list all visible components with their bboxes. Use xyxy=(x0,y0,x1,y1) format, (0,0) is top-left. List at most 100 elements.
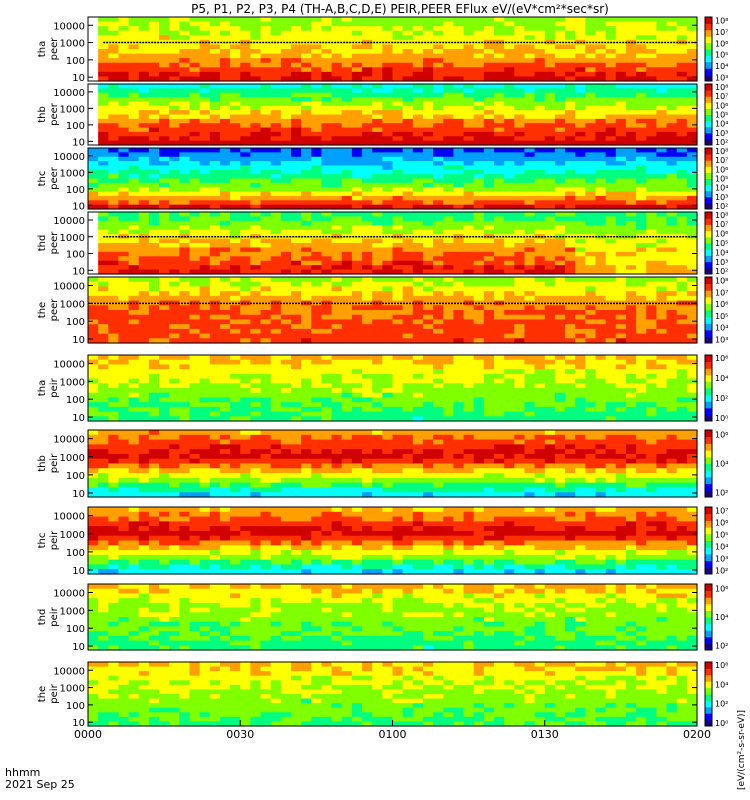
heatmap-cell xyxy=(311,406,323,413)
heatmap-cell xyxy=(301,26,312,32)
heatmap-cell xyxy=(179,338,191,344)
heatmap-cell xyxy=(494,277,505,283)
heatmap-cell xyxy=(128,286,140,292)
heatmap-cell xyxy=(636,238,647,244)
heatmap-cell xyxy=(240,187,251,193)
heatmap-cell xyxy=(189,225,201,231)
heatmap-cell xyxy=(392,397,404,403)
colorbar-tick-label: 10⁷ xyxy=(715,28,728,37)
heatmap-cell xyxy=(301,123,312,129)
heatmap-cell xyxy=(433,265,444,271)
heatmap-cell xyxy=(605,165,617,171)
heatmap-cell xyxy=(463,225,475,231)
heatmap-cell xyxy=(554,319,566,325)
heatmap-cell xyxy=(362,148,373,153)
heatmap-cell xyxy=(341,388,353,394)
heatmap-cell xyxy=(646,152,657,158)
heatmap-cell xyxy=(250,416,262,422)
colorbar-segment xyxy=(705,31,712,34)
heatmap-cell xyxy=(666,328,678,335)
heatmap-cell xyxy=(179,269,191,275)
heatmap-cell xyxy=(676,204,688,210)
heatmap-cell xyxy=(656,71,668,78)
heatmap-cell xyxy=(169,324,180,330)
heatmap-cell xyxy=(341,216,353,222)
heatmap-cell xyxy=(392,71,404,78)
heatmap-cell xyxy=(209,44,221,50)
heatmap-cell xyxy=(412,256,424,262)
heatmap-cell xyxy=(392,212,404,218)
heatmap-cell xyxy=(291,355,302,361)
heatmap-cell xyxy=(656,152,668,158)
heatmap-cell xyxy=(179,260,191,266)
heatmap-cell xyxy=(362,369,373,375)
heatmap-cell xyxy=(433,324,444,330)
heatmap-cell xyxy=(565,67,576,73)
heatmap-cell xyxy=(270,161,282,167)
heatmap-cell xyxy=(280,378,292,384)
heatmap-cell xyxy=(382,114,394,120)
heatmap-cell xyxy=(138,310,150,316)
heatmap-cell xyxy=(250,114,262,120)
heatmap-cell xyxy=(250,127,262,133)
heatmap-cell xyxy=(240,105,251,111)
heatmap-cell xyxy=(351,305,363,311)
heatmap-cell xyxy=(473,101,485,107)
heatmap-cell xyxy=(433,71,444,78)
heatmap-cell xyxy=(636,88,647,94)
heatmap-cell xyxy=(372,123,383,129)
heatmap-cell xyxy=(189,187,201,193)
heatmap-cell xyxy=(321,416,333,422)
heatmap-cell xyxy=(351,260,363,266)
heatmap-cell xyxy=(240,148,251,153)
heatmap-cell xyxy=(108,105,120,111)
heatmap-cell xyxy=(402,310,414,316)
heatmap-cell xyxy=(625,225,637,231)
heatmap-cell xyxy=(311,21,323,27)
heatmap-cell xyxy=(260,21,272,27)
heatmap-cell xyxy=(219,314,231,321)
heatmap-cell xyxy=(524,269,536,275)
heatmap-cell xyxy=(453,71,465,78)
heatmap-cell xyxy=(291,53,302,59)
heatmap-cell xyxy=(311,140,323,146)
heatmap-cell xyxy=(636,35,647,41)
heatmap-cell xyxy=(504,269,515,275)
heatmap-cell xyxy=(311,277,323,283)
heatmap-cell xyxy=(433,277,444,283)
heatmap-cell xyxy=(585,281,597,288)
heatmap-cell xyxy=(331,247,343,253)
heatmap-cell xyxy=(362,324,373,330)
heatmap-cell xyxy=(676,110,688,116)
heatmap-cell xyxy=(483,127,495,133)
heatmap-cell xyxy=(219,305,231,311)
heatmap-cell xyxy=(504,62,515,68)
heatmap-cell xyxy=(443,195,454,201)
heatmap-cell xyxy=(311,118,323,124)
colorbar-segment xyxy=(705,213,712,216)
heatmap-cell xyxy=(372,178,383,184)
heatmap-cell xyxy=(341,314,353,321)
heatmap-cell xyxy=(605,277,617,283)
heatmap-cell xyxy=(433,251,444,257)
heatmap-cell xyxy=(402,319,414,325)
heatmap-cell xyxy=(402,195,414,201)
heatmap-cell xyxy=(575,314,586,321)
heatmap-cell xyxy=(250,229,262,235)
heatmap-cell xyxy=(666,212,678,218)
heatmap-cell xyxy=(311,200,323,206)
heatmap-cell xyxy=(362,26,373,32)
heatmap-cell xyxy=(656,26,668,32)
heatmap-cell xyxy=(301,220,312,226)
heatmap-cell xyxy=(443,397,454,403)
colorbar-segment xyxy=(705,69,712,72)
heatmap-cell xyxy=(636,118,647,124)
colorbar-segment xyxy=(705,260,712,263)
heatmap-cell xyxy=(250,131,262,137)
heatmap-cell xyxy=(494,127,505,133)
heatmap-cell xyxy=(392,256,404,262)
heatmap-cell xyxy=(148,182,160,188)
heatmap-cell xyxy=(422,247,434,253)
heatmap-cell xyxy=(585,62,597,68)
heatmap-cell xyxy=(676,67,688,73)
